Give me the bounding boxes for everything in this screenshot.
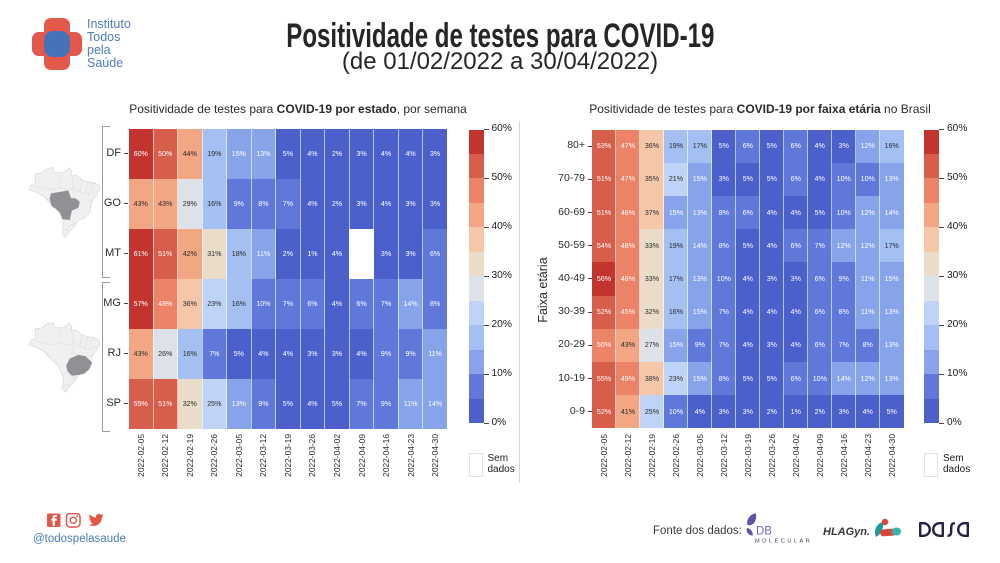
svg-text:MOLECULAR: MOLECULAR: [755, 539, 812, 545]
svg-text:DB: DB: [756, 526, 772, 538]
svg-text:HLAGyn.: HLAGyn.: [823, 526, 870, 538]
